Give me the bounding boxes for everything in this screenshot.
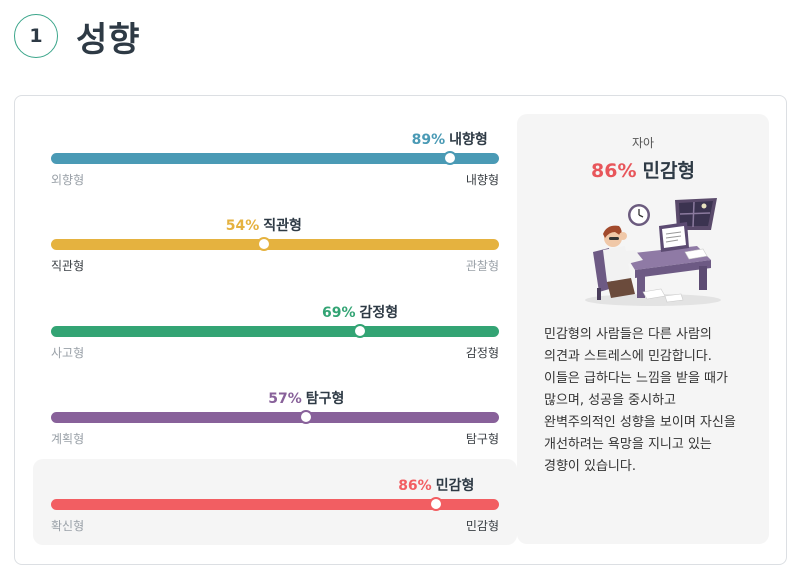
- step-number-badge: 1: [14, 14, 58, 58]
- trait-right-label: 탐구형: [465, 432, 499, 446]
- trait-detail-title: 86% 민감형: [517, 156, 769, 183]
- trait-knob: [429, 497, 444, 511]
- trait-knob: [256, 237, 271, 251]
- trait-left-label: 외향형: [51, 173, 85, 187]
- trait-detail-name: 민감형: [642, 160, 695, 182]
- trait-bar: [51, 326, 499, 337]
- trait-detail-panel: 자아 86% 민감형: [517, 114, 769, 544]
- trait-percent: 57%: [268, 391, 302, 407]
- trait-left-label: 직관형: [51, 259, 85, 273]
- trait-name: 탐구형: [305, 391, 345, 407]
- section-title: 성향: [76, 19, 141, 60]
- trait-knob: [353, 324, 368, 338]
- trait-name: 내향형: [449, 132, 488, 148]
- trait-percent: 54%: [225, 218, 260, 234]
- trait-bar: [51, 412, 499, 423]
- trait-detail-percent: 86%: [591, 160, 637, 182]
- trait-name: 직관형: [263, 218, 302, 234]
- trait-percent: 69%: [322, 305, 356, 321]
- trait-left-label: 확신형: [51, 519, 85, 533]
- trait-label: 86% 민감형: [398, 475, 474, 495]
- trait-right-label: 민감형: [465, 519, 499, 533]
- trait-knob: [442, 151, 457, 165]
- trait-percent: 86%: [398, 478, 432, 494]
- trait-right-label: 감정형: [465, 346, 499, 360]
- trait-left-label: 계획형: [51, 432, 85, 446]
- trait-label: 69% 감정형: [322, 302, 398, 322]
- trait-name: 민감형: [435, 478, 475, 494]
- trait-bar: [51, 499, 499, 510]
- trait-bar: [51, 239, 499, 250]
- trait-right-label: 내향형: [465, 173, 499, 187]
- trait-bar: [51, 153, 499, 164]
- trait-category: 자아: [631, 136, 655, 150]
- trait-right-label: 관찰형: [465, 259, 499, 273]
- trait-left-label: 사고형: [51, 346, 85, 360]
- stressed-person-at-desk-illustration: [585, 198, 721, 306]
- trait-knob: [299, 410, 314, 424]
- trait-description: 민감형의 사람들은 다른 사람의 의견과 스트레스에 민감합니다. 이들은 급하…: [544, 327, 736, 474]
- trait-label: 54% 직관형: [226, 215, 302, 235]
- trait-percent: 89%: [411, 132, 446, 148]
- trait-label: 89% 내향형: [412, 129, 488, 149]
- trait-name: 감정형: [359, 305, 399, 321]
- trait-label: 57% 탐구형: [268, 388, 344, 408]
- section-header: 1 성향: [14, 12, 141, 60]
